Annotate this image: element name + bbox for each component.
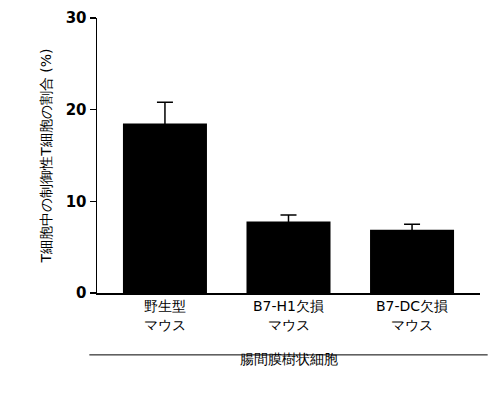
- svg-text:B7-H1欠損マウス: B7-H1欠損マウス: [253, 298, 324, 332]
- svg-text:T細胞中の制御性T細胞の割合 (%): T細胞中の制御性T細胞の割合 (%): [38, 49, 54, 264]
- svg-text:野生型マウス: 野生型マウス: [144, 298, 186, 332]
- svg-text:20: 20: [66, 101, 87, 119]
- svg-text:0: 0: [76, 284, 86, 302]
- svg-text:B7-DC欠損マウス: B7-DC欠損マウス: [376, 298, 448, 332]
- svg-text:腸間膜樹状細胞: 腸間膜樹状細胞: [240, 351, 338, 367]
- svg-text:10: 10: [66, 193, 87, 211]
- svg-text:30: 30: [66, 9, 87, 27]
